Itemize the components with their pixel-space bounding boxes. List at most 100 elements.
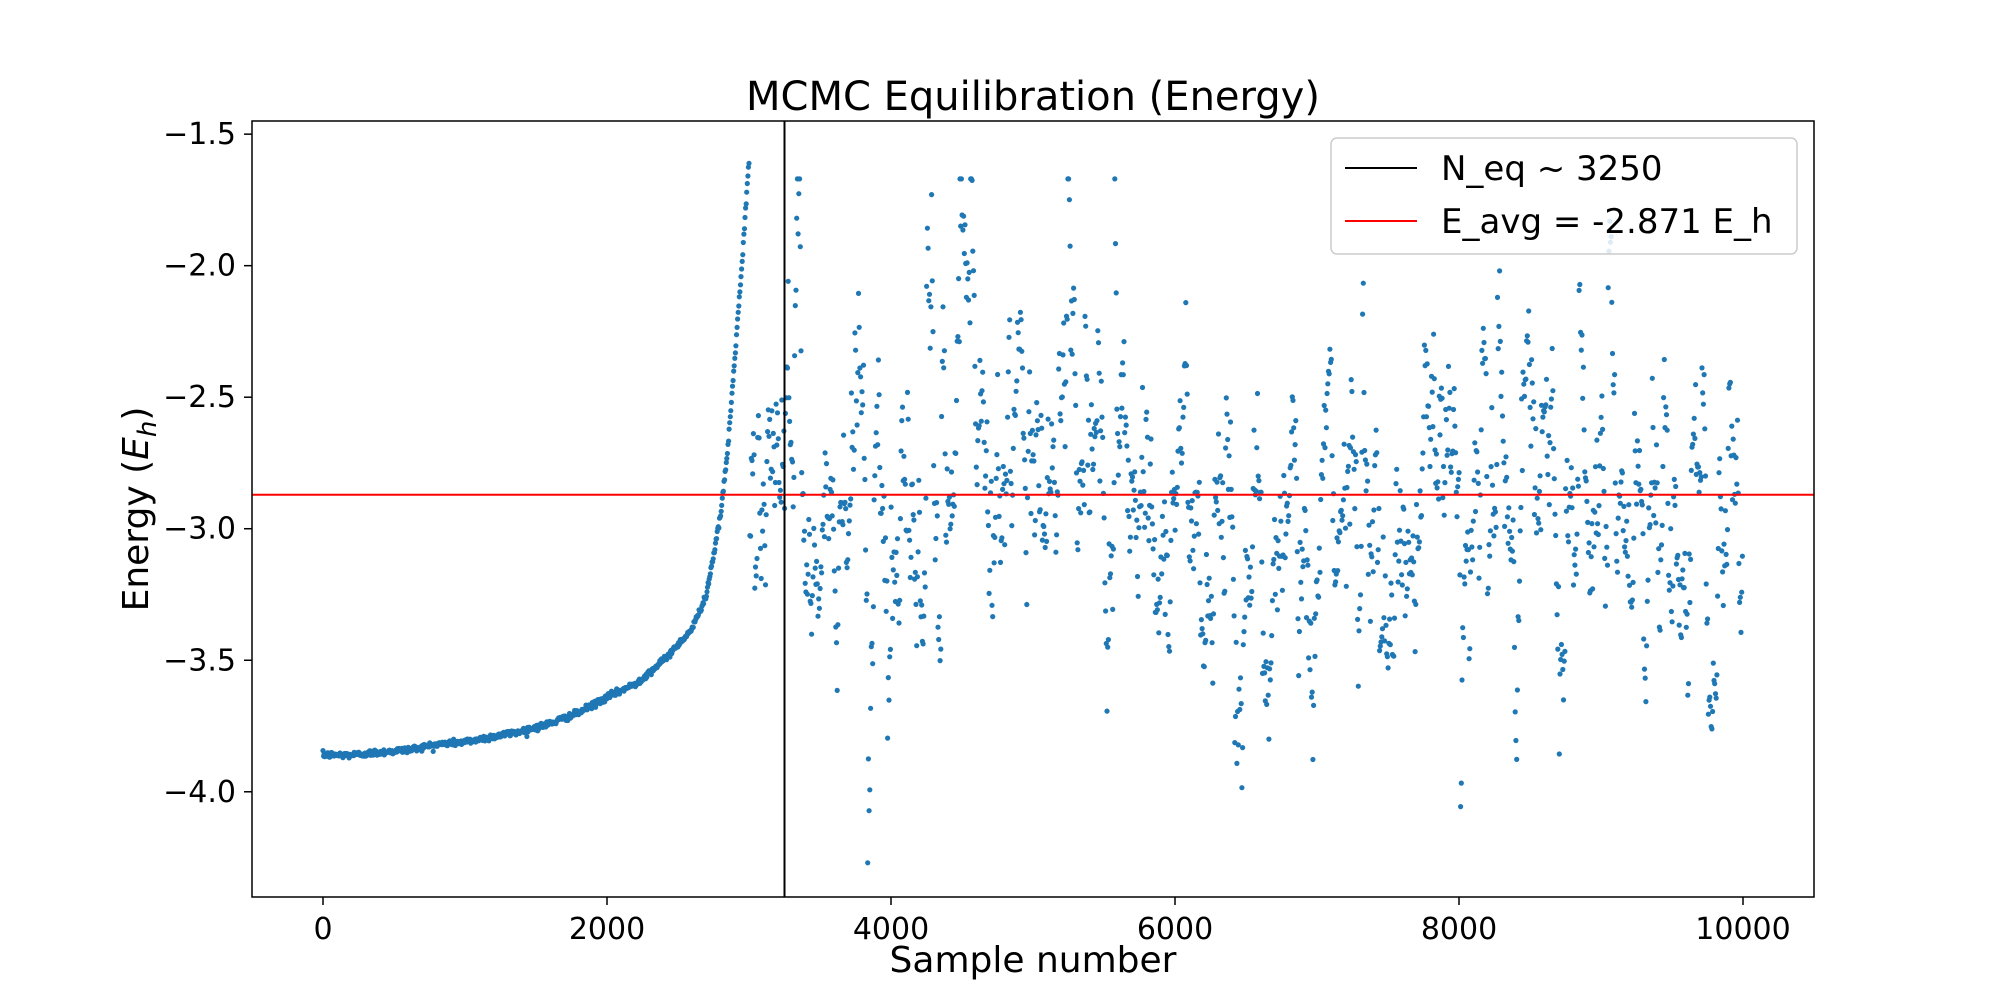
data-point [1598,414,1604,420]
data-point [1585,519,1591,526]
data-point [1665,500,1671,506]
data-point [997,559,1004,566]
data-point [815,613,821,619]
data-point [1172,527,1178,533]
data-point [1125,457,1131,463]
data-point [1645,577,1651,583]
data-point [1518,504,1524,511]
data-point [1225,436,1231,443]
data-point [1471,477,1477,483]
data-point [1656,546,1662,552]
data-point [1519,467,1525,474]
data-point [1585,549,1591,556]
data-point [1452,423,1458,429]
data-point [1491,533,1497,539]
data-point [1653,442,1660,448]
data-point [1479,347,1485,353]
data-point [1663,412,1670,418]
data-point [1112,241,1119,247]
data-point [744,180,750,187]
data-point [1459,677,1465,683]
data-point [732,355,738,361]
data-point [992,534,998,541]
data-point [1090,461,1097,467]
data-point [1591,544,1597,550]
data-point [741,226,748,232]
data-point [924,225,931,231]
data-point [983,473,989,479]
data-point [955,334,961,340]
data-point [1715,593,1721,599]
data-point [1215,507,1221,513]
data-point [819,527,825,533]
data-point [980,399,987,405]
data-point [1477,544,1483,550]
data-point [965,276,971,282]
data-point [1134,573,1141,580]
data-point [1703,581,1709,587]
data-point [1140,469,1146,475]
data-point [1623,538,1629,544]
data-point [1376,505,1382,512]
data-point [1083,323,1089,329]
data-point [1388,580,1394,586]
data-point [1560,697,1567,703]
data-point [844,565,850,571]
data-point [1135,593,1141,599]
data-point [1556,751,1562,757]
data-point [1660,463,1666,470]
data-point [820,521,826,527]
data-point [970,248,976,254]
data-point [811,525,817,532]
data-point [893,549,899,556]
data-point [1436,496,1442,502]
y-tick-label: −3.5 [163,643,236,678]
data-point [1563,508,1569,514]
data-point [1179,450,1185,456]
data-point [1171,496,1177,502]
data-point [936,614,943,620]
data-point [1726,385,1732,391]
data-point [906,527,912,534]
data-point [1124,443,1130,449]
data-point [1668,526,1674,532]
data-point [859,389,865,395]
data-point [1239,785,1245,791]
data-point [1406,539,1412,545]
data-point [752,585,758,591]
data-point [1382,638,1388,644]
data-point [795,231,801,237]
data-point [833,640,840,646]
data-point [1682,550,1688,557]
data-point [1087,509,1093,515]
data-point [1494,294,1501,300]
data-point [710,556,716,562]
data-point [946,501,952,507]
data-point [1614,558,1620,564]
data-point [1565,533,1571,539]
data-point [1052,513,1058,519]
data-point [1352,506,1358,512]
data-point [816,596,822,602]
data-point [1241,629,1247,635]
data-point [1125,508,1131,514]
data-point [1578,347,1584,353]
data-point [1733,455,1739,461]
data-point [1475,480,1481,486]
data-point [1401,506,1407,512]
data-point [775,436,781,442]
data-point [876,392,882,398]
data-point [1385,665,1391,671]
data-point [909,481,916,487]
data-point [733,332,740,338]
data-point [933,535,939,542]
data-point [1117,444,1123,450]
data-point [1292,442,1298,448]
data-point [1161,556,1167,562]
data-point [887,646,894,653]
data-point [1440,495,1446,501]
data-point [1338,507,1344,513]
data-point [1021,435,1027,441]
data-point [1107,575,1113,581]
data-point [1685,681,1692,687]
